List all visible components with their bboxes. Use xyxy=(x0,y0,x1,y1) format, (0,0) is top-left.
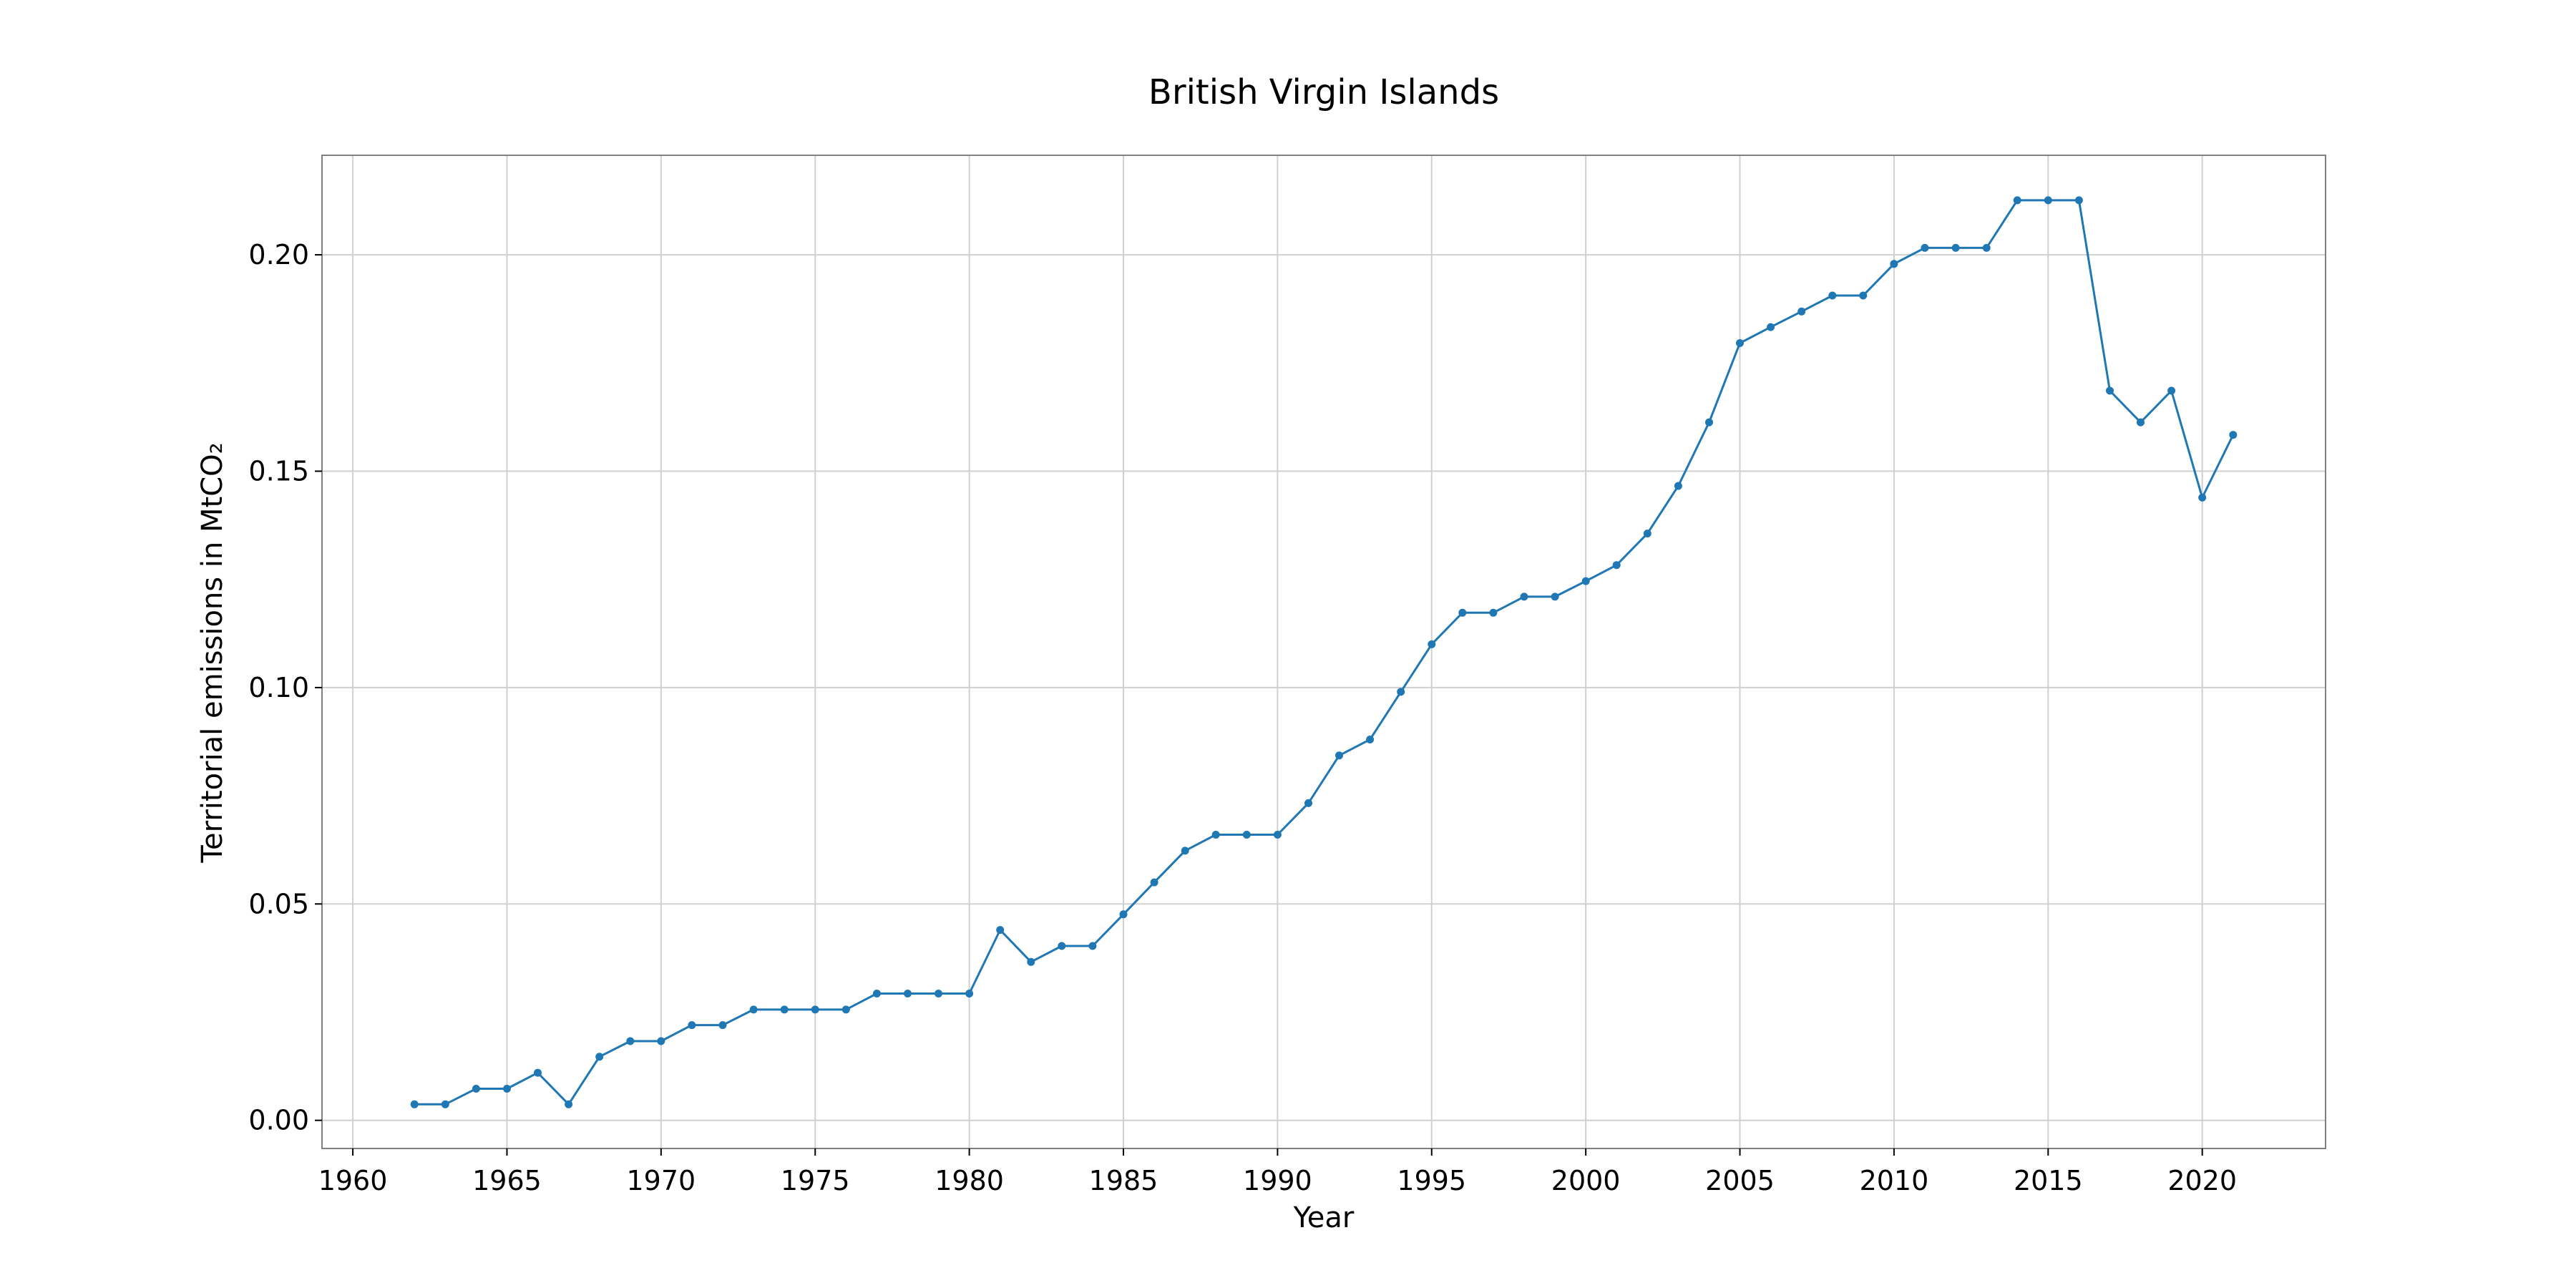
data-point xyxy=(1921,243,1929,252)
data-point xyxy=(657,1037,665,1045)
y-tick-label: 0.05 xyxy=(248,888,309,919)
data-point xyxy=(2229,431,2238,439)
data-point xyxy=(441,1100,449,1108)
data-point xyxy=(2167,386,2176,395)
y-axis-label: Territorial emissions in MtCO₂ xyxy=(196,442,229,863)
data-point xyxy=(1211,831,1220,839)
data-point xyxy=(1304,799,1312,807)
x-tick-label: 2015 xyxy=(2014,1165,2083,1196)
y-tick-label: 0.20 xyxy=(248,239,309,270)
data-point xyxy=(1767,323,1775,331)
data-point xyxy=(1828,291,1837,300)
data-point xyxy=(595,1053,604,1061)
data-point xyxy=(503,1085,511,1093)
x-tick-label: 1985 xyxy=(1089,1165,1158,1196)
data-point xyxy=(472,1085,480,1093)
data-point xyxy=(1489,608,1498,617)
data-point xyxy=(1088,942,1097,950)
data-point xyxy=(410,1100,419,1108)
y-tick-label: 0.00 xyxy=(248,1105,309,1136)
y-tick-label: 0.15 xyxy=(248,455,309,487)
data-point xyxy=(935,990,942,997)
data-point xyxy=(1119,910,1128,919)
data-point xyxy=(965,990,974,997)
data-point xyxy=(1890,260,1898,268)
data-point xyxy=(1335,751,1343,760)
data-point xyxy=(1612,561,1621,570)
data-point xyxy=(1273,831,1282,839)
data-point xyxy=(1982,243,1991,252)
x-axis-label: Year xyxy=(1293,1201,1355,1234)
data-point xyxy=(534,1068,542,1077)
x-tick-label: 1995 xyxy=(1397,1165,1466,1196)
series-layer xyxy=(410,196,2238,1108)
data-point xyxy=(1428,640,1436,648)
data-point xyxy=(1643,530,1652,538)
data-point xyxy=(749,1005,758,1014)
data-point xyxy=(2137,418,2145,426)
data-point xyxy=(1859,291,1868,300)
data-point xyxy=(1797,307,1806,316)
data-point xyxy=(1736,339,1744,347)
data-point xyxy=(1058,942,1066,950)
x-tick-label: 2020 xyxy=(2167,1165,2237,1196)
x-tick-label: 2000 xyxy=(1551,1165,1621,1196)
data-point xyxy=(780,1005,789,1014)
data-point xyxy=(688,1021,696,1030)
x-tick-label: 1980 xyxy=(935,1165,1004,1196)
x-tick-label: 1970 xyxy=(626,1165,696,1196)
data-point xyxy=(1551,592,1559,601)
data-point xyxy=(1397,688,1405,696)
data-point xyxy=(904,990,912,997)
data-point xyxy=(2106,386,2114,395)
data-point xyxy=(2044,196,2052,205)
x-tick-label: 2005 xyxy=(1705,1165,1775,1196)
data-point xyxy=(1705,418,1713,426)
data-point xyxy=(1458,608,1467,617)
y-tick-label: 0.10 xyxy=(248,672,309,703)
data-point xyxy=(811,1005,819,1014)
data-point xyxy=(996,926,1005,935)
chart-title: British Virgin Islands xyxy=(1148,72,1499,112)
x-tick-label: 2010 xyxy=(1860,1165,1929,1196)
data-point xyxy=(565,1100,573,1108)
grid-lines xyxy=(322,155,2326,1148)
series-line xyxy=(414,199,2235,1106)
x-tick-label: 1990 xyxy=(1243,1165,1312,1196)
data-point xyxy=(1674,482,1682,490)
data-point xyxy=(1951,243,1960,252)
data-point xyxy=(1520,592,1528,601)
data-point xyxy=(2074,196,2083,205)
plot-area-frame xyxy=(321,155,2326,1149)
data-point xyxy=(1581,577,1590,585)
x-tick-label: 1975 xyxy=(781,1165,850,1196)
data-point xyxy=(1150,878,1158,887)
data-point xyxy=(1181,847,1189,855)
data-point xyxy=(2198,493,2207,502)
data-point xyxy=(718,1021,727,1030)
data-point xyxy=(872,990,881,997)
axis-ticks: 1960 1965 1970 1975 1980 1985 1990 1995 2000 2005… xyxy=(248,239,2237,1196)
data-point xyxy=(1366,736,1375,743)
data-point xyxy=(841,1005,850,1014)
data-point xyxy=(1027,957,1035,966)
data-point xyxy=(1242,831,1251,839)
data-point xyxy=(2013,196,2021,205)
x-tick-label: 1960 xyxy=(318,1165,388,1196)
data-point xyxy=(626,1037,635,1045)
x-tick-label: 1965 xyxy=(472,1165,542,1196)
